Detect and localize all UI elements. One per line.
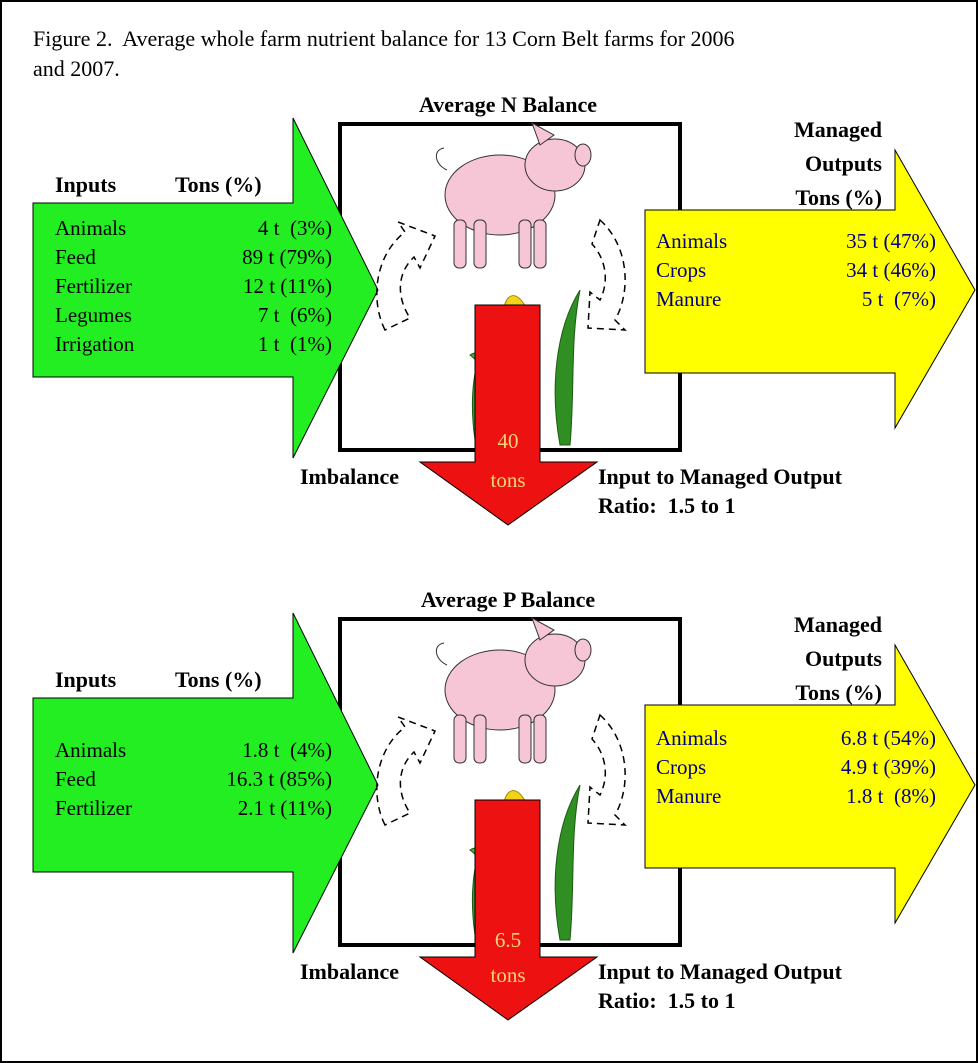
pig-leg [519, 220, 531, 268]
input-name: Feed [55, 245, 96, 269]
output-value: 5 t (7%) [862, 287, 936, 311]
input-value: 1 t (1%) [258, 332, 332, 356]
ratio-line: Ratio: 1.5 to 1 [598, 493, 735, 518]
panel-title: Average N Balance [419, 92, 597, 117]
input-name: Feed [55, 767, 96, 791]
ratio-line: Input to Managed Output [598, 464, 843, 489]
pig-leg [534, 715, 546, 763]
input-name: Fertilizer [55, 274, 132, 298]
pig-snout [575, 639, 591, 661]
pig-leg [534, 220, 546, 268]
imbalance-value: 6.5 [495, 928, 521, 952]
input-value: 89 t (79%) [242, 245, 332, 269]
imbalance-value: 40 [498, 429, 519, 453]
output-name: Manure [656, 784, 721, 808]
pig-leg [454, 220, 466, 268]
output-name: Animals [656, 726, 727, 750]
pig-head [525, 139, 585, 191]
outputs-header: Outputs [805, 151, 882, 176]
input-value: 7 t (6%) [258, 303, 332, 327]
pig-head [525, 634, 585, 686]
input-name: Fertilizer [55, 796, 132, 820]
caption-text: Figure 2. Average whole farm nutrient ba… [33, 26, 735, 51]
outputs-header: Managed [794, 612, 882, 637]
input-value: 4 t (3%) [258, 216, 332, 240]
imbalance-unit: tons [490, 963, 525, 987]
pig-leg [474, 220, 486, 268]
output-value: 4.9 t (39%) [841, 755, 936, 779]
output-value: 6.8 t (54%) [841, 726, 936, 750]
output-value: 34 t (46%) [846, 258, 936, 282]
caption-text: and 2007. [33, 56, 120, 81]
ratio-line: Input to Managed Output [598, 959, 843, 984]
pig-snout [575, 144, 591, 166]
output-name: Animals [656, 229, 727, 253]
outputs-header: Tons (%) [795, 185, 882, 210]
input-name: Legumes [55, 303, 132, 327]
input-name: Animals [55, 738, 126, 762]
input-name: Animals [55, 216, 126, 240]
output-value: 1.8 t (8%) [846, 784, 936, 808]
pig-leg [519, 715, 531, 763]
ratio-line: Ratio: 1.5 to 1 [598, 988, 735, 1013]
output-name: Crops [656, 258, 706, 282]
outputs-header: Tons (%) [795, 680, 882, 705]
figure: Figure 2. Average whole farm nutrient ba… [0, 0, 978, 1063]
inputs-header: Tons (%) [175, 667, 262, 692]
outputs-header: Outputs [805, 646, 882, 671]
output-value: 35 t (47%) [846, 229, 936, 253]
imbalance-label: Imbalance [300, 464, 399, 489]
imbalance-unit: tons [490, 468, 525, 492]
inputs-header: Inputs [55, 667, 117, 692]
outputs-header: Managed [794, 117, 882, 142]
output-name: Manure [656, 287, 721, 311]
imbalance-label: Imbalance [300, 959, 399, 984]
output-name: Crops [656, 755, 706, 779]
panel-title: Average P Balance [421, 587, 596, 612]
input-value: 12 t (11%) [243, 274, 332, 298]
pig-leg [474, 715, 486, 763]
input-value: 1.8 t (4%) [242, 738, 332, 762]
inputs-header: Inputs [55, 172, 117, 197]
input-value: 16.3 t (85%) [226, 767, 332, 791]
inputs-header: Tons (%) [175, 172, 262, 197]
input-name: Irrigation [55, 332, 135, 356]
pig-leg [454, 715, 466, 763]
input-value: 2.1 t (11%) [238, 796, 332, 820]
